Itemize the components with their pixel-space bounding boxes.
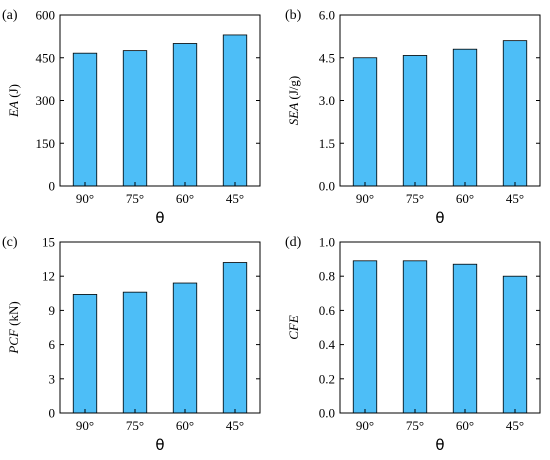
bar-1: [352, 260, 378, 414]
y-tick-label: 0.2: [319, 371, 335, 386]
y-tick-label: 3: [49, 371, 56, 386]
plot-frame: [339, 241, 541, 414]
x-tick-label: 75°: [406, 418, 424, 433]
x-tick-label: 75°: [126, 418, 144, 433]
y-tick-label: 4.5: [319, 50, 335, 65]
y-tick-label: 0.6: [319, 303, 336, 318]
x-axis-label: θ: [435, 436, 444, 454]
y-tick-label: 0.0: [319, 179, 335, 194]
x-tick-label: 75°: [126, 191, 144, 206]
y-tick-label: 0.4: [319, 337, 336, 352]
x-tick-label: 75°: [406, 191, 424, 206]
plot-frame: [59, 241, 261, 414]
x-tick-label: 60°: [456, 418, 474, 433]
y-axis-label-unit: (J/g): [286, 76, 301, 103]
x-tick-label: 90°: [356, 191, 374, 206]
y-axis-label: PCF (kN): [6, 301, 21, 354]
chart-panel-4: 0.0 0.2 0.4 0.6 0.8 1.0 90° 75° 60° 45° θ CFE (d): [285, 235, 541, 454]
x-tick-label: 90°: [76, 418, 94, 433]
chart-panel-2: 0.0 1.5 3.0 4.5 6.0 90° 75° 60° 45° θ SEA (J/g) (b): [285, 8, 541, 227]
x-tick-label: 90°: [76, 191, 94, 206]
x-axis-label: θ: [155, 209, 164, 227]
x-tick-label: 60°: [176, 191, 194, 206]
bar-2: [122, 50, 148, 187]
bar-3: [172, 43, 198, 187]
bar-4: [502, 40, 528, 187]
bar-2: [402, 55, 428, 187]
bar-1: [72, 52, 98, 187]
bar-1: [72, 294, 98, 414]
x-tick-label: 45°: [506, 418, 524, 433]
bar-1: [352, 57, 378, 187]
x-axis-label: θ: [155, 436, 164, 454]
chart-panel-1: 0 150 300 450 600 90° 75° 60° 45° θ EA (J) (a): [2, 8, 261, 227]
y-tick-label: 12: [42, 269, 55, 284]
y-axis-label-quantity: CFE: [286, 315, 301, 340]
y-axis-label: SEA (J/g): [286, 76, 301, 125]
panel-label: (b): [285, 8, 302, 23]
y-tick-label: 0.8: [319, 269, 335, 284]
bar-4: [502, 275, 528, 414]
x-tick-label: 45°: [226, 418, 244, 433]
y-tick-label: 450: [36, 50, 56, 65]
x-axis-label: θ: [435, 209, 444, 227]
y-tick-label: 15: [42, 235, 55, 250]
y-axis-label-quantity: EA: [6, 101, 21, 118]
y-axis-label-quantity: PCF: [6, 328, 21, 355]
y-axis-label: EA (J): [6, 84, 21, 118]
y-tick-label: 0: [49, 406, 56, 421]
chart-panel-3: 0 3 6 9 12 15 90° 75° 60° 45° θ PCF (kN) (c): [2, 235, 261, 454]
bar-4: [222, 34, 248, 187]
y-tick-label: 3.0: [319, 93, 335, 108]
y-tick-label: 0: [49, 179, 56, 194]
y-tick-label: 300: [36, 93, 56, 108]
x-tick-label: 60°: [456, 191, 474, 206]
x-tick-label: 45°: [506, 191, 524, 206]
x-tick-label: 60°: [176, 418, 194, 433]
y-axis-label-quantity: SEA: [286, 103, 301, 125]
panel-label: (a): [2, 8, 18, 23]
panel-label: (d): [285, 235, 302, 250]
bar-3: [452, 48, 478, 187]
y-tick-label: 600: [36, 8, 56, 23]
y-tick-label: 1.0: [319, 235, 335, 250]
y-axis-label-unit: (J): [6, 84, 21, 101]
y-axis-label: CFE: [286, 315, 301, 340]
y-tick-label: 150: [36, 136, 56, 151]
bar-4: [222, 262, 248, 414]
panel-label: (c): [2, 235, 18, 250]
y-tick-label: 6: [49, 337, 56, 352]
bar-3: [172, 282, 198, 414]
x-tick-label: 90°: [356, 418, 374, 433]
bar-3: [452, 263, 478, 414]
y-tick-label: 9: [49, 303, 56, 318]
y-tick-label: 6.0: [319, 8, 335, 23]
x-tick-label: 45°: [226, 191, 244, 206]
bar-2: [122, 291, 148, 414]
bar-2: [402, 260, 428, 414]
y-axis-label-unit: (kN): [6, 301, 21, 329]
y-tick-label: 0.0: [319, 406, 335, 421]
y-tick-label: 1.5: [319, 136, 335, 151]
